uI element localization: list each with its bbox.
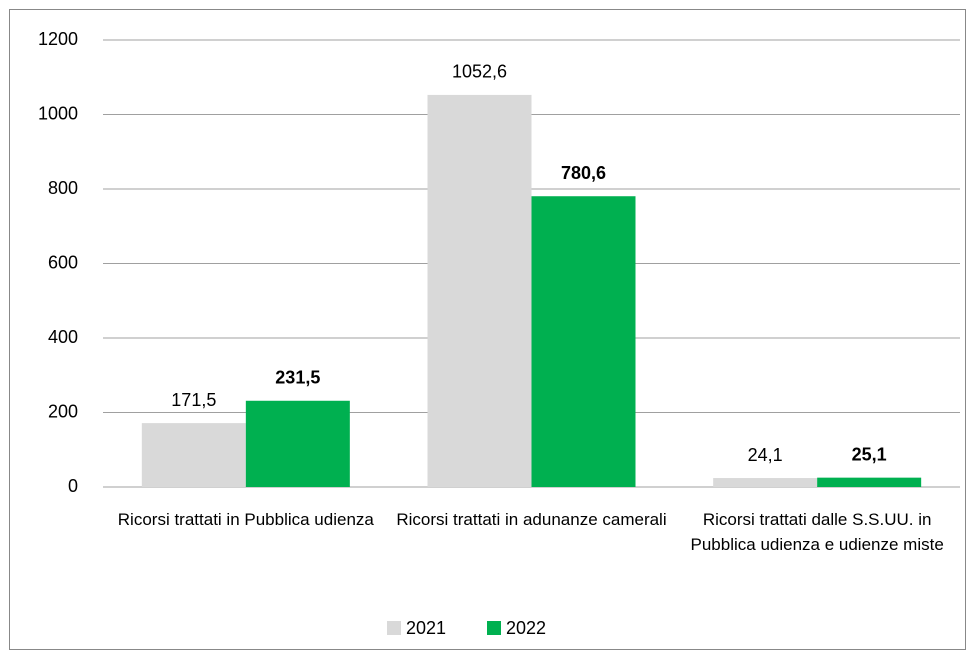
- data-label: 1052,6: [452, 62, 507, 82]
- x-tick-label: Ricorsi trattati dalle S.S.UU. in Pubbli…: [690, 510, 944, 554]
- x-tick-label: Ricorsi trattati in adunanze camerali: [396, 510, 667, 529]
- bar: [427, 94, 532, 488]
- y-tick-label: 400: [48, 327, 78, 347]
- chart-border: [9, 9, 966, 650]
- y-tick-label: 0: [68, 476, 78, 496]
- legend-swatch: [387, 621, 401, 635]
- y-tick-label: 600: [48, 252, 78, 272]
- y-tick-label: 1000: [38, 103, 78, 123]
- legend-label: 2022: [506, 618, 546, 638]
- x-tick-label: Ricorsi trattati in Pubblica udienza: [117, 510, 374, 529]
- bar: [245, 400, 350, 487]
- y-tick-label: 200: [48, 401, 78, 421]
- data-label: 780,6: [561, 163, 606, 183]
- bar: [141, 423, 246, 487]
- legend-label: 2021: [406, 618, 446, 638]
- data-label: 171,5: [171, 390, 216, 410]
- y-tick-label: 1200: [38, 29, 78, 49]
- bar: [817, 477, 922, 487]
- y-tick-label: 800: [48, 178, 78, 198]
- data-label: 231,5: [275, 368, 320, 388]
- legend-swatch: [487, 621, 501, 635]
- bar: [713, 478, 818, 487]
- bar: [531, 196, 636, 487]
- data-label: 24,1: [748, 445, 783, 465]
- data-label: 25,1: [852, 444, 887, 464]
